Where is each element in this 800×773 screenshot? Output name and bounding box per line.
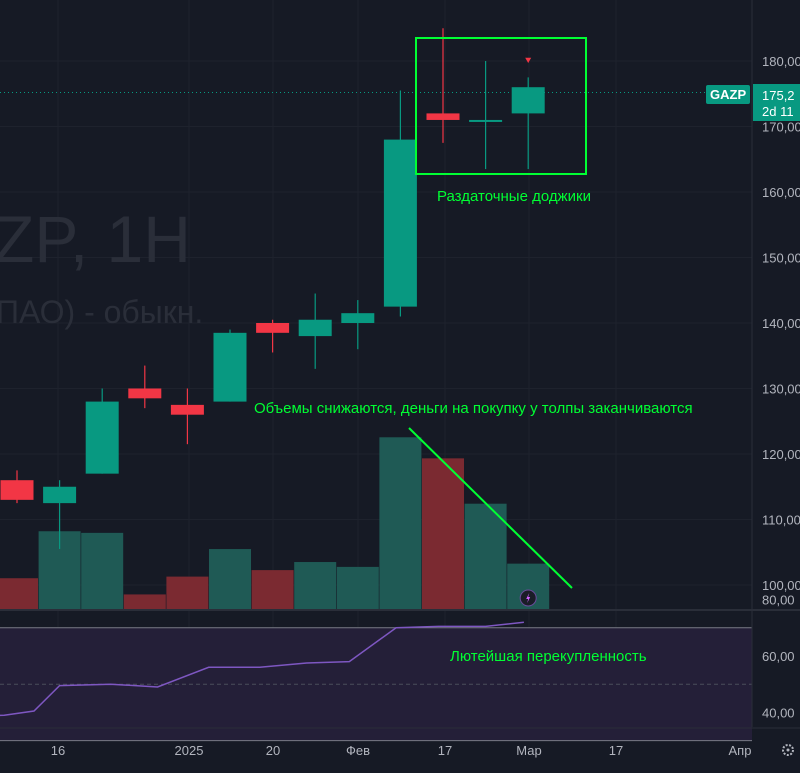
countdown-timer: 2d 11: [762, 104, 794, 119]
time-tick-label: 2025: [175, 743, 204, 758]
price-tick-label: 180,00: [762, 54, 800, 69]
volume-bar: [81, 532, 124, 609]
time-tick-label: 17: [609, 743, 623, 758]
rsi-tick-label: 80,00: [762, 593, 795, 608]
last-price-badge-bg: [753, 84, 800, 121]
time-tick-label: Фев: [346, 743, 370, 758]
rsi-annotation: Лютейшая перекупленность: [450, 648, 647, 665]
price-axis-bg: [752, 0, 800, 727]
price-tick-label: 100,00: [762, 578, 800, 593]
candle: [383, 90, 417, 317]
price-tick-label: 120,00: [762, 447, 800, 462]
doji-highlight-box: [415, 37, 587, 175]
last-price-badge: 175,22d 11: [753, 84, 800, 121]
price-tick-label: 170,00: [762, 120, 800, 135]
volume-bar: [336, 566, 379, 609]
volume-bar: [209, 549, 251, 609]
candles: [0, 28, 545, 549]
candle-body: [170, 404, 204, 415]
candle: [213, 329, 247, 402]
annotations: Раздаточные доджики Объемы снижаются, ден…: [254, 37, 693, 589]
candle: [0, 470, 34, 504]
doji-annotation: Раздаточные доджики: [437, 188, 591, 205]
candle-body: [383, 139, 417, 307]
volume-bar: [0, 578, 38, 609]
volume-bars: [0, 437, 550, 609]
candle-body: [213, 332, 247, 402]
candle-body: [511, 87, 545, 114]
description-watermark: ПАО) - обыкн.: [0, 294, 203, 330]
symbol-badge: GAZP: [706, 85, 750, 104]
price-tick-label: 110,00: [762, 513, 800, 528]
price-tick-label: 150,00: [762, 251, 800, 266]
candle-body: [128, 388, 162, 399]
volume-bar: [166, 576, 209, 609]
price-tick-label: 140,00: [762, 316, 800, 331]
lightning-icon: [519, 589, 537, 607]
rsi-tick-label: 40,00: [762, 705, 795, 720]
price-tick-label: 130,00: [762, 382, 800, 397]
settings-gear-hub: [786, 748, 790, 752]
time-axis: 16 2025 20 Фев 17 Мар 17 Апр: [51, 743, 752, 758]
dividend-marker-icon: [525, 57, 532, 63]
rsi-axis-bg: [752, 612, 800, 727]
volume-trend-line: [408, 427, 573, 589]
volume-bar: [123, 594, 166, 609]
time-tick-label: 16: [51, 743, 65, 758]
rsi-line: [0, 621, 524, 717]
symbol-badge-bg: [706, 85, 750, 104]
volume-annotation: Объемы снижаются, деньги на покупку у то…: [254, 400, 693, 417]
candle-body: [298, 319, 332, 337]
candle: [426, 28, 460, 143]
settings-gear-ring: [782, 744, 794, 756]
candle-body: [85, 401, 119, 474]
candle-body: [341, 313, 375, 323]
settings-gear-icon[interactable]: [782, 744, 794, 756]
lightning-icon-glyph: [526, 593, 531, 603]
volume-bar: [464, 503, 507, 609]
candle-body: [469, 119, 503, 122]
price-tick-label: 160,00: [762, 185, 800, 200]
volume-bar: [422, 458, 464, 609]
volume-bar: [294, 562, 337, 609]
price-axis: 100,00 110,00 120,00 130,00 140,00 150,00 160,…: [762, 54, 800, 593]
candle-body: [256, 323, 290, 333]
candle: [128, 365, 162, 409]
candle: [341, 300, 375, 350]
candle: [85, 388, 119, 474]
volume-bar: [379, 437, 422, 609]
time-tick-label: 17: [438, 743, 452, 758]
candle: [43, 480, 77, 549]
rsi-axis: 40,00 60,00 80,00: [762, 593, 795, 721]
candle: [469, 61, 503, 170]
symbol-watermark: ZP, 1H: [0, 202, 191, 276]
rsi-tick-label: 60,00: [762, 649, 795, 664]
rsi-pane: Лютейшая перекупленность: [0, 621, 752, 742]
volume-bar: [251, 570, 294, 609]
candle-body: [0, 480, 34, 500]
candle-body: [426, 113, 460, 120]
candle: [298, 293, 332, 369]
time-tick-label: Апр: [729, 743, 752, 758]
time-tick-label: Мар: [516, 743, 541, 758]
symbol-badge-label: GAZP: [710, 87, 746, 102]
candle: [256, 319, 290, 353]
candle: [170, 388, 204, 445]
candle-body: [43, 486, 77, 504]
last-price-value: 175,2: [762, 88, 795, 103]
time-tick-label: 20: [266, 743, 280, 758]
